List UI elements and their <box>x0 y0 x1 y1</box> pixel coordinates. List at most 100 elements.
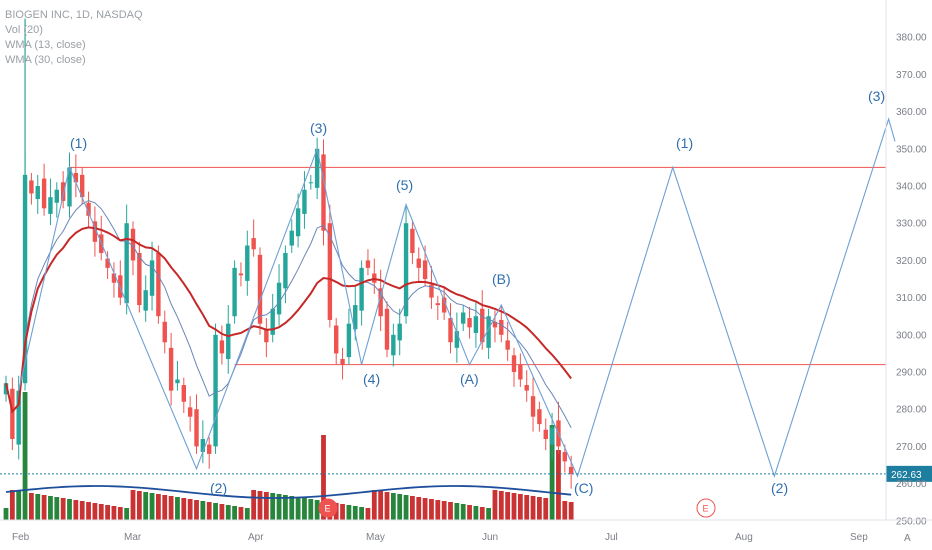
volume-bar <box>156 494 161 520</box>
candlesticks <box>3 18 574 489</box>
candle-body <box>346 323 352 358</box>
candle-body <box>105 258 110 268</box>
legend-wma13[interactable]: WMA (13, close) <box>5 39 86 51</box>
volume-bar <box>232 506 237 520</box>
volume-bar <box>340 504 345 520</box>
volume-bar <box>92 503 98 520</box>
volume-bar <box>314 500 320 520</box>
volume-bar <box>54 497 60 520</box>
volume-bar <box>283 495 288 520</box>
candle-body <box>537 409 542 425</box>
wave-label: (5) <box>396 177 413 193</box>
candle-body <box>264 329 269 343</box>
candle-body <box>321 154 326 231</box>
volume-bar <box>390 493 396 520</box>
wave-label: (2) <box>771 480 788 496</box>
volume-bar <box>517 494 523 520</box>
candle-body <box>467 318 472 328</box>
volume-bar <box>302 498 307 520</box>
volume-bar <box>371 490 377 520</box>
candle-body <box>289 230 294 246</box>
candle-body <box>73 172 79 183</box>
volume-bar <box>73 500 79 520</box>
candle-body <box>403 223 409 317</box>
price-tick-label: 290.00 <box>896 368 927 379</box>
candle-body <box>543 429 548 439</box>
wave-label: (1) <box>70 135 87 151</box>
volume-bar <box>543 498 549 520</box>
candle-body <box>16 390 21 445</box>
time-axis[interactable]: Feb Mar Apr May Jun Jul Aug Sep A <box>0 519 932 544</box>
wave-label: (2) <box>210 480 227 496</box>
volume-bar <box>206 502 212 520</box>
candle-body <box>194 409 199 447</box>
volume-bar <box>308 499 314 520</box>
volume-bar <box>384 492 390 520</box>
volume-bar <box>511 493 517 520</box>
volume-bar <box>194 500 199 520</box>
wave-lines[interactable] <box>18 117 896 478</box>
volume-bar <box>98 504 104 520</box>
price-axis[interactable]: 250.00 260.00 270.00 280.00 290.00 300.00 310.… <box>885 0 927 527</box>
price-tick-label: 320.00 <box>896 256 927 267</box>
candle-body <box>111 273 117 283</box>
price-badge <box>886 465 932 482</box>
auto-scale-button[interactable]: A <box>904 533 911 544</box>
legend-wma30[interactable]: WMA (30, close) <box>5 54 86 66</box>
candle-body <box>3 383 9 395</box>
volume-bar <box>136 491 142 520</box>
candle-body <box>480 308 485 343</box>
wma30-line <box>5 226 572 414</box>
volume-bar <box>48 496 53 520</box>
candle-body <box>207 444 212 454</box>
volume-bar <box>60 498 66 520</box>
candle-body <box>429 284 434 298</box>
time-tick-label: Sep <box>850 532 868 543</box>
candle-body <box>397 323 402 341</box>
price-tick-label: 370.00 <box>896 70 927 81</box>
price-badge-label: 262.63 <box>891 470 922 481</box>
earnings-marker[interactable] <box>318 498 338 518</box>
volume-bar <box>365 508 371 520</box>
price-tick-label: 340.00 <box>896 182 927 193</box>
candle-body <box>505 340 510 350</box>
candle-body <box>353 305 358 330</box>
volume-bar <box>16 491 22 520</box>
candle-body <box>308 182 313 184</box>
volume-ma <box>5 485 572 499</box>
volume-bar <box>397 494 403 520</box>
candle-body <box>22 174 28 384</box>
price-tick-label: 300.00 <box>896 330 927 341</box>
candle-body <box>86 202 91 216</box>
candle-body <box>175 379 180 384</box>
volume-bar <box>441 501 447 520</box>
volume-bar <box>321 435 326 520</box>
candle-body <box>391 334 396 356</box>
wave-label: (3) <box>310 120 327 136</box>
volume-bar <box>35 494 41 520</box>
candle-body <box>435 303 440 306</box>
candle-body <box>302 189 307 214</box>
volume-bar <box>359 507 364 520</box>
candle-body <box>251 238 256 250</box>
legend-symbol[interactable]: BIOGEN INC, 1D, NASDAQ <box>5 9 143 21</box>
candle-body <box>461 312 466 324</box>
time-tick-label: Jun <box>482 532 498 543</box>
price-tick-label: 270.00 <box>896 442 927 453</box>
volume-bar <box>352 506 358 520</box>
volume-bar <box>149 493 155 520</box>
candle-body <box>162 321 167 343</box>
volume-bar <box>124 508 130 520</box>
candle-body <box>359 267 364 311</box>
earnings-marker[interactable] <box>696 498 716 518</box>
candle-body <box>568 466 574 474</box>
elliott-wave-path <box>18 117 896 478</box>
candle-body <box>340 359 345 365</box>
volume-bar <box>9 490 15 520</box>
volume-bar <box>111 506 117 520</box>
volume-bar <box>117 507 123 520</box>
legend-volume[interactable]: Vol (20) <box>5 24 43 36</box>
volume-bar <box>429 499 434 520</box>
